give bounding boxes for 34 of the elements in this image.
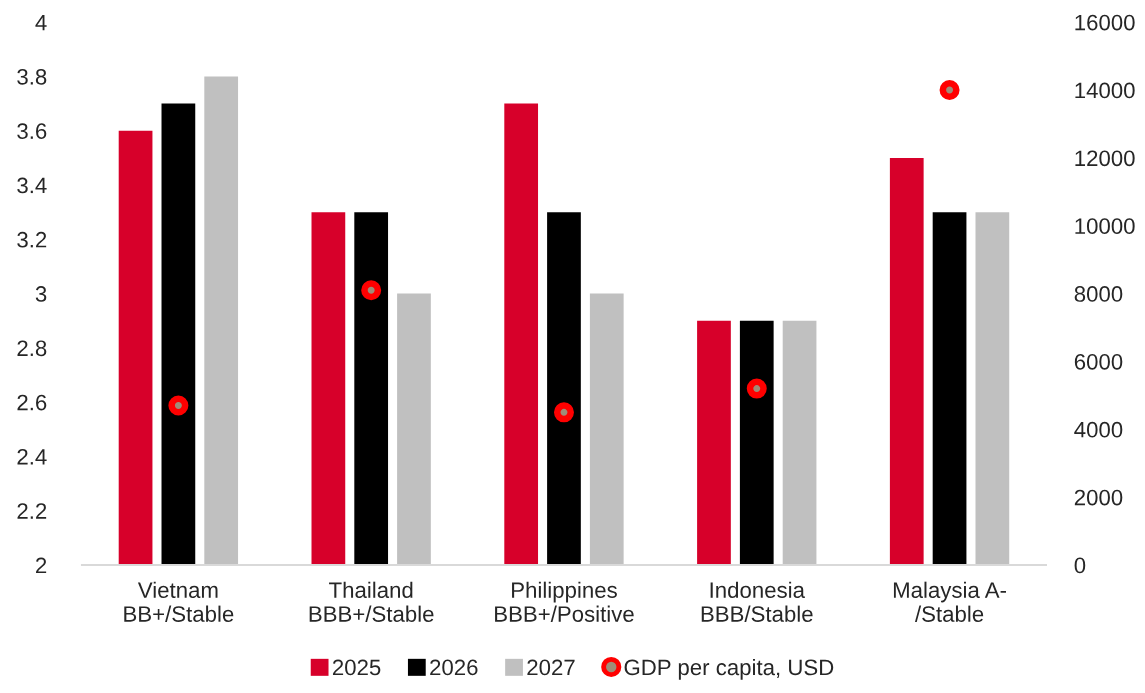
x-tick-label: Philippines BBB+/Positive <box>495 581 634 622</box>
y-tick-label: 3.6 <box>17 123 47 140</box>
point <box>361 280 382 301</box>
x-tick-label: Vietnam BB+/Stable <box>124 581 234 622</box>
x-tick-label: Indonesia BBB/Stable <box>701 581 813 622</box>
y2-tick-label: 14000 <box>1075 82 1135 99</box>
y2-tick-label: 8000 <box>1074 286 1123 302</box>
y-tick-label: 2.2 <box>17 503 47 519</box>
x-tick-label: Thailand BBB+/Stable <box>309 581 434 622</box>
x-tick-label: Malaysia A- /Stable <box>893 581 1006 622</box>
legend-label: 2027 <box>527 659 575 676</box>
y-tick-label: 3.2 <box>17 231 47 248</box>
y-tick-label: 2.8 <box>17 340 47 357</box>
y-tick-label: 2 <box>36 557 47 574</box>
y-tick-label: 3.4 <box>17 177 47 194</box>
point <box>553 402 574 423</box>
y2-tick-label: 4000 <box>1074 421 1123 438</box>
point <box>746 378 767 399</box>
y-tick-label: 3 <box>35 286 47 302</box>
y2-tick-label: 12000 <box>1075 150 1135 167</box>
point <box>939 80 960 101</box>
y2-tick-label: 2000 <box>1074 489 1123 506</box>
y-tick-label: 3.8 <box>17 68 47 85</box>
legend-label: 2026 <box>430 659 478 676</box>
y-tick-label: 4 <box>35 14 47 31</box>
legend-label: GDP per capita, USD <box>624 658 834 680</box>
point <box>168 395 189 416</box>
y2-tick-label: 0 <box>1074 557 1086 574</box>
legend-label: 2025 <box>332 659 381 676</box>
y2-tick-label: 16000 <box>1075 14 1135 31</box>
y-tick-label: 2.4 <box>17 448 47 465</box>
y-tick-label: 2.6 <box>17 394 47 411</box>
y2-tick-label: 10000 <box>1075 218 1135 235</box>
y2-tick-label: 6000 <box>1074 353 1123 370</box>
